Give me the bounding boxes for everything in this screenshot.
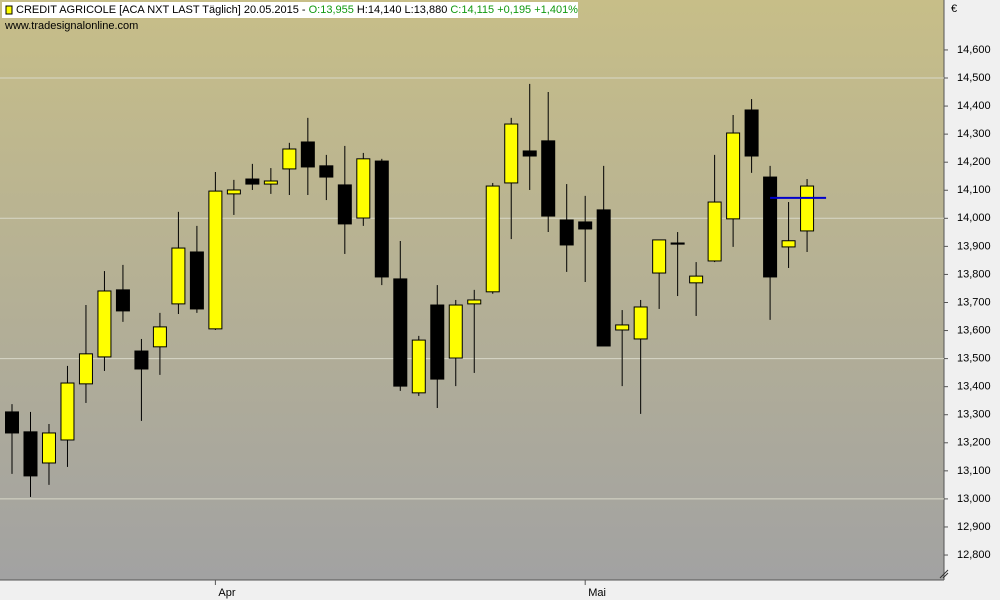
x-tick-label: Apr — [218, 587, 235, 599]
header-box — [2, 2, 578, 18]
header: CREDIT AGRICOLE [ACA NXT LAST Täglich] 2… — [16, 4, 578, 16]
candle-body — [781, 240, 796, 248]
y-tick-label: 13,300 — [957, 409, 991, 421]
y-tick-label: 13,400 — [957, 381, 991, 393]
candle-body — [504, 123, 519, 184]
candle-body — [763, 176, 778, 278]
resize-grip — [939, 569, 949, 579]
y-tick-label: 14,200 — [957, 156, 991, 168]
legend-icon — [5, 5, 13, 15]
candle-body — [633, 306, 648, 340]
candle-body — [115, 289, 130, 312]
y-tick-label: 13,800 — [957, 268, 991, 280]
y-tick-label: 14,300 — [957, 128, 991, 140]
candle-body — [485, 185, 500, 293]
candle-body — [23, 431, 38, 477]
candle-body — [670, 242, 685, 245]
candle-body — [226, 189, 241, 195]
candle-body — [60, 382, 75, 441]
y-tick-label: 14,000 — [957, 212, 991, 224]
y-tick-label: 12,900 — [957, 521, 991, 533]
y-tick-label: 14,100 — [957, 184, 991, 196]
y-tick-label: 14,600 — [957, 44, 991, 56]
candle-body — [319, 165, 334, 178]
candle-body — [744, 109, 759, 157]
candle-body — [393, 278, 408, 387]
candle-body — [652, 239, 667, 274]
candle-body — [707, 201, 722, 262]
candle-body — [41, 432, 56, 464]
y-tick-label: 13,900 — [957, 240, 991, 252]
candle-body — [134, 350, 149, 370]
candle-body — [356, 158, 371, 219]
header-part: L:13,880 — [405, 4, 448, 16]
candle-body — [689, 275, 704, 284]
header-part: CREDIT AGRICOLE [ACA NXT LAST Täglich] 2… — [16, 4, 306, 16]
candle-body — [263, 180, 278, 185]
candle-body — [78, 353, 93, 385]
candle-body — [282, 148, 297, 170]
y-tick-label: 13,600 — [957, 324, 991, 336]
candle-body — [300, 141, 315, 168]
candle-body — [448, 304, 463, 359]
candle-body — [559, 219, 574, 246]
candle-body — [411, 339, 426, 394]
candle-body — [541, 140, 556, 217]
y-tick-label: 13,700 — [957, 296, 991, 308]
y-tick-label: 14,500 — [957, 72, 991, 84]
candle-body — [430, 304, 445, 380]
candle-body — [374, 160, 389, 278]
candle-body — [245, 178, 260, 185]
candle-body — [337, 184, 352, 225]
y-tick-label: 12,800 — [957, 549, 991, 561]
y-tick-label: 14,400 — [957, 100, 991, 112]
candle-body — [800, 185, 815, 232]
candle-body — [152, 326, 167, 348]
candle-body — [97, 290, 112, 358]
candle-body — [596, 209, 611, 347]
candle-body — [522, 150, 537, 157]
y-unit: € — [951, 3, 957, 15]
header-part: C:14,115 +0,195 +1,401% — [450, 4, 578, 16]
candle-body — [578, 221, 593, 230]
header-part: O:13,955 — [309, 4, 354, 16]
header-part: H:14,140 — [357, 4, 402, 16]
candle-body — [5, 411, 19, 434]
y-tick-label: 13,200 — [957, 437, 991, 449]
y-tick-label: 13,500 — [957, 353, 991, 365]
candle-body — [189, 251, 204, 310]
subtitle: www.tradesignalonline.com — [4, 20, 138, 32]
y-tick-label: 13,100 — [957, 465, 991, 477]
candle-body — [615, 324, 630, 331]
x-tick-label: Mai — [588, 587, 606, 599]
candle-body — [467, 299, 482, 305]
candle-body — [171, 247, 186, 305]
candle-body — [726, 132, 741, 220]
candle-body — [208, 190, 223, 330]
plot-area — [0, 0, 944, 580]
y-tick-label: 13,000 — [957, 493, 991, 505]
